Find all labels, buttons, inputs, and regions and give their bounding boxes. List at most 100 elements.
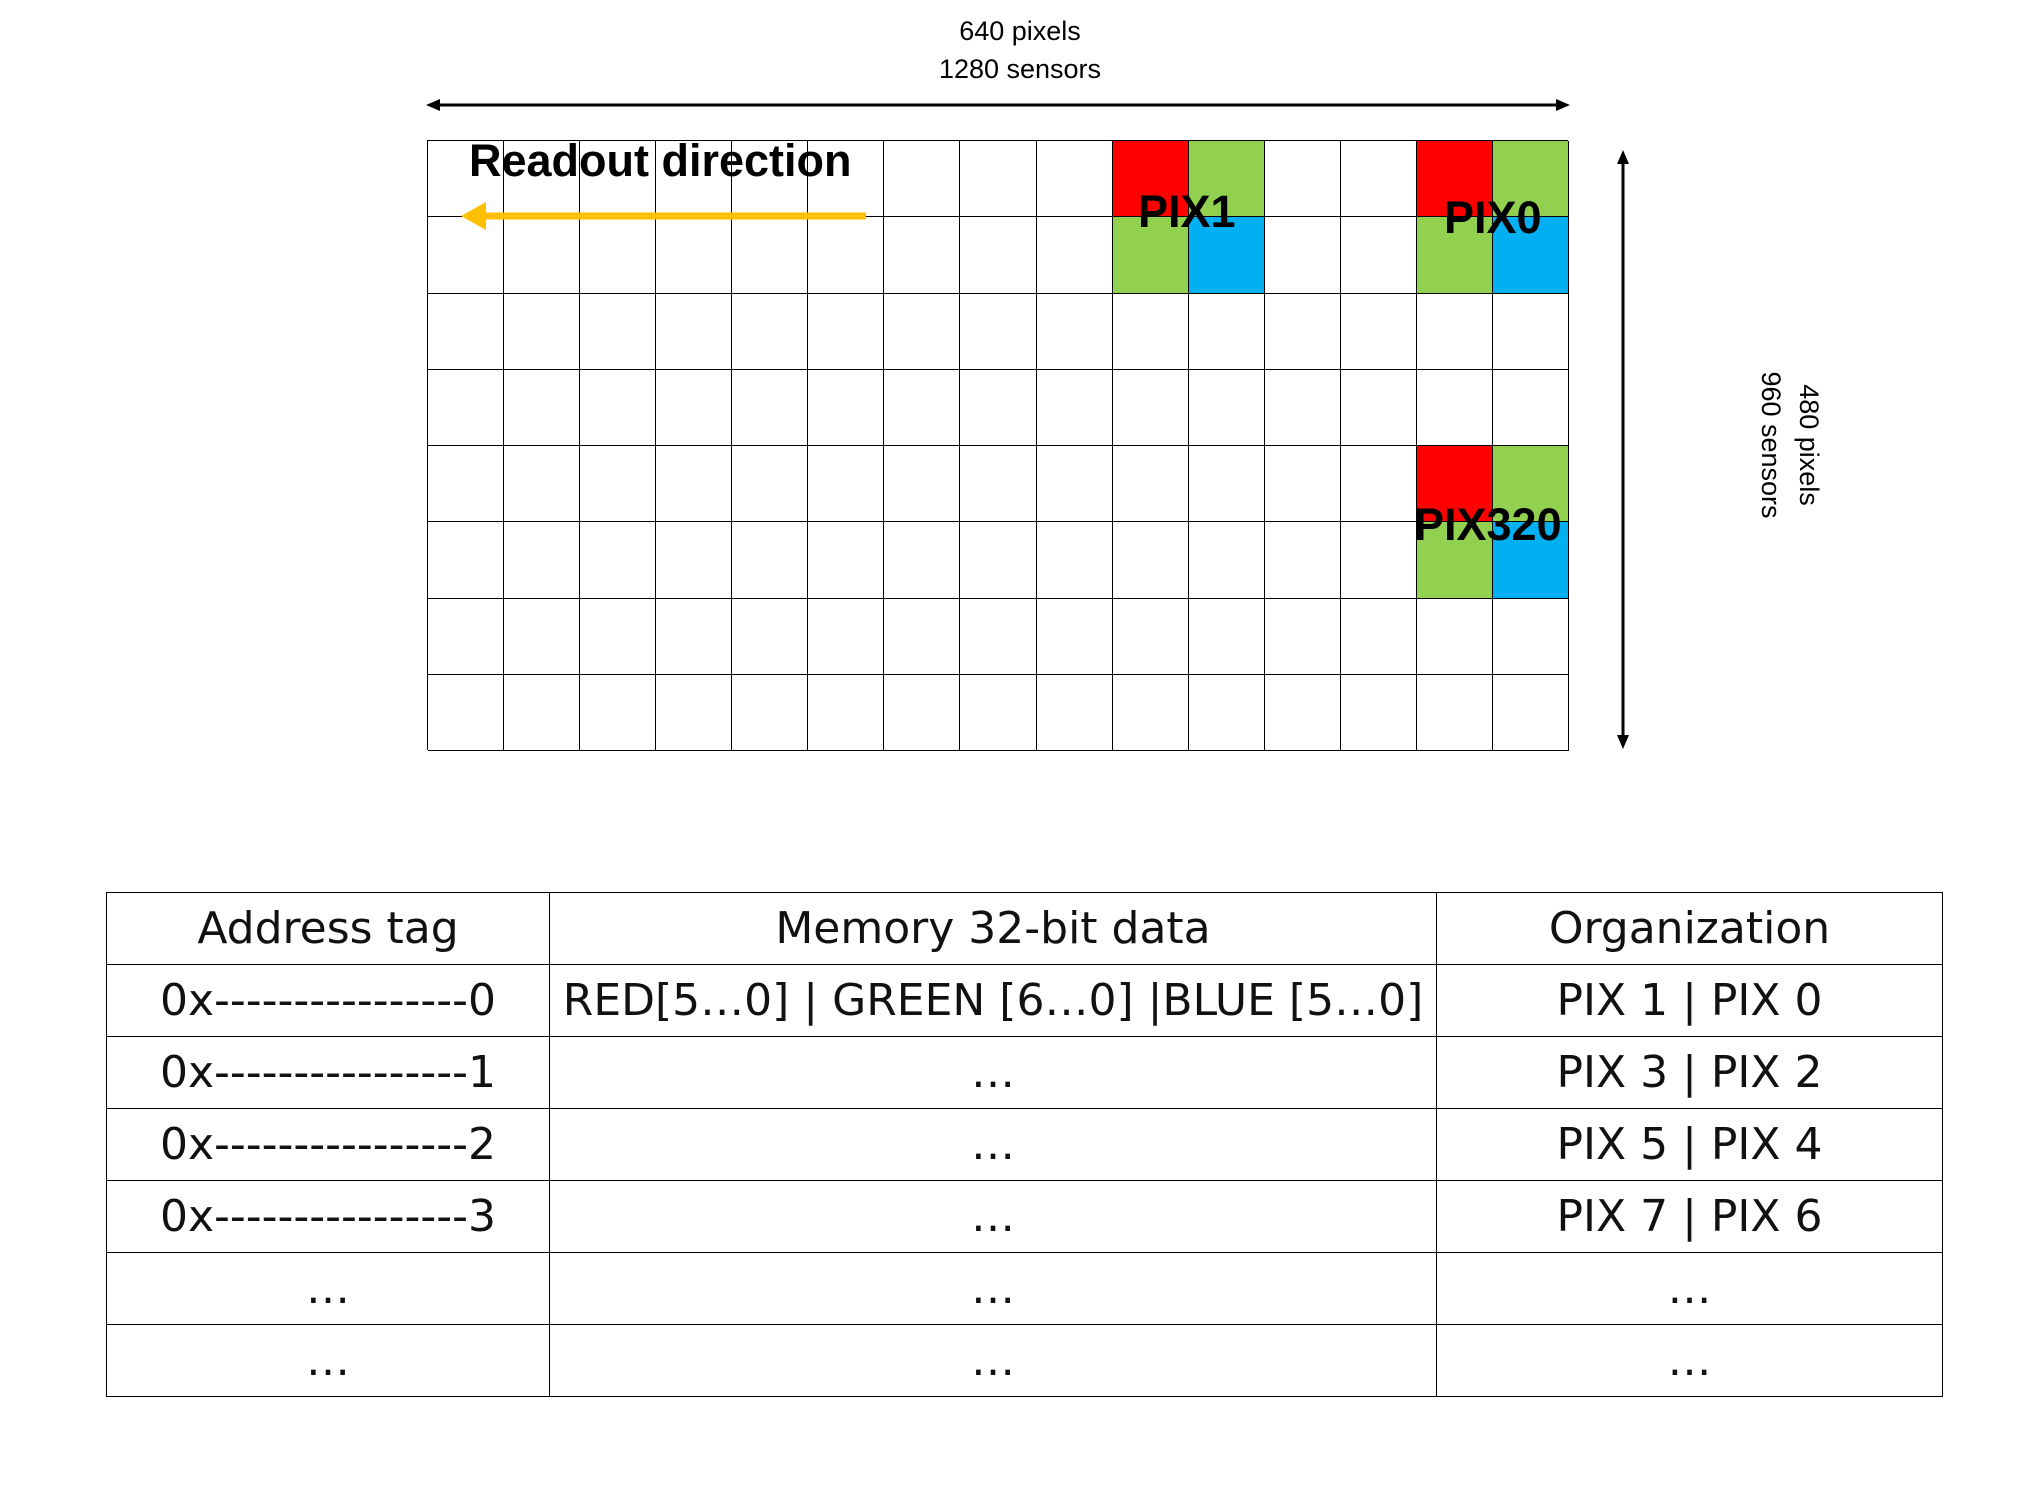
memory-data-cell: RED[5…0] | GREEN [6…0] |BLUE [5…0]: [549, 964, 1437, 1037]
sensor-cell: [1492, 598, 1569, 675]
sensor-cell: [1188, 522, 1265, 599]
address-cell: …: [106, 1252, 550, 1325]
organization-cell: …: [1436, 1324, 1943, 1397]
sensor-cell: [1188, 446, 1265, 523]
pix1-label: PIX1: [1138, 186, 1236, 237]
address-tag-header: Address tag: [106, 892, 550, 965]
sensor-cell: [580, 446, 657, 523]
sensor-cell: [1112, 293, 1189, 370]
sensor-cell-green: [1492, 141, 1569, 218]
sensor-cell-blue: [1492, 522, 1569, 599]
organization-cell: PIX 5 | PIX 4: [1436, 1108, 1943, 1181]
sensor-cell: [884, 598, 961, 675]
memory-data-cell: …: [549, 1324, 1437, 1397]
sensor-cell: [1340, 293, 1417, 370]
sensor-cell: [808, 446, 885, 523]
memory-data-cell: …: [549, 1108, 1437, 1181]
memory-organization-table: Address tag Memory 32-bit data Organizat…: [106, 892, 1943, 1397]
sensor-cell: [656, 598, 733, 675]
sensor-cell: [884, 141, 961, 218]
sensor-cell: [808, 598, 885, 675]
sensor-cell: [1036, 369, 1113, 446]
sensor-cell: [1036, 446, 1113, 523]
sensor-grid: [427, 140, 1569, 751]
sensor-cell: [504, 293, 581, 370]
memory-data-cell: …: [549, 1252, 1437, 1325]
sensor-cell: [960, 293, 1037, 370]
memory-data-cell: …: [549, 1180, 1437, 1253]
sensor-cell: [1340, 141, 1417, 218]
sensor-cell: [656, 522, 733, 599]
sensor-cell: [884, 446, 961, 523]
organization-cell: PIX 3 | PIX 2: [1436, 1036, 1943, 1109]
memory-data-cell: …: [549, 1036, 1437, 1109]
sensor-cell-green: [1112, 217, 1189, 294]
pix320-label: PIX320: [1414, 499, 1562, 550]
sensor-cell: [732, 293, 809, 370]
sensor-cell: [1264, 598, 1341, 675]
readout-direction-arrow: [461, 202, 866, 230]
sensor-cell: [1264, 293, 1341, 370]
sensor-cell-green: [1416, 217, 1493, 294]
sensor-cell: [884, 522, 961, 599]
address-cell: 0x----------------3: [106, 1180, 550, 1253]
sensor-cell: [732, 522, 809, 599]
sensor-cell-green: [1416, 522, 1493, 599]
sensor-cell: [428, 217, 505, 294]
sensor-cell: [656, 674, 733, 751]
sensor-cell: [1340, 674, 1417, 751]
sensor-cell: [580, 217, 657, 294]
sensor-cell: [656, 446, 733, 523]
sensor-cell: [1492, 369, 1569, 446]
sensor-cell: [808, 674, 885, 751]
sensor-cell: [1112, 446, 1189, 523]
sensor-cell: [884, 674, 961, 751]
width-sensors-label: 1280 sensors: [938, 54, 1102, 84]
address-cell: 0x----------------1: [106, 1036, 550, 1109]
sensor-cell-green: [1492, 446, 1569, 523]
sensor-cell: [1340, 217, 1417, 294]
sensor-cell-green: [1188, 141, 1265, 218]
sensor-cell: [428, 369, 505, 446]
sensor-cell: [1112, 522, 1189, 599]
sensor-cell: [808, 369, 885, 446]
sensor-cell: [428, 598, 505, 675]
sensor-cell: [428, 293, 505, 370]
sensor-cell: [732, 674, 809, 751]
sensor-cell: [1188, 598, 1265, 675]
sensor-cell: [656, 217, 733, 294]
address-cell: 0x----------------0: [106, 964, 550, 1037]
sensor-cell: [1416, 369, 1493, 446]
table-row: 0x----------------0 RED[5…0] | GREEN [6……: [106, 964, 1943, 1037]
sensor-cell-blue: [1188, 217, 1265, 294]
sensor-cell: [1112, 674, 1189, 751]
sensor-cell: [960, 217, 1037, 294]
sensor-cell: [580, 674, 657, 751]
sensor-cell: [504, 446, 581, 523]
sensor-cell: [1492, 293, 1569, 370]
sensor-cell: [1416, 293, 1493, 370]
sensor-cell: [1416, 674, 1493, 751]
sensor-cell: [1264, 522, 1341, 599]
table-row: 0x----------------1 … PIX 3 | PIX 2: [106, 1036, 1943, 1109]
sensor-cell: [1340, 522, 1417, 599]
sensor-cell: [960, 522, 1037, 599]
sensor-cell: [884, 217, 961, 294]
sensor-cell: [504, 674, 581, 751]
sensor-cell: [580, 522, 657, 599]
sensor-cell: [428, 522, 505, 599]
sensor-cell: [732, 446, 809, 523]
sensor-cell: [1112, 369, 1189, 446]
sensor-cell: [884, 293, 961, 370]
sensor-cell: [428, 674, 505, 751]
sensor-cell: [808, 522, 885, 599]
sensor-cell: [1492, 674, 1569, 751]
sensor-cell: [1188, 293, 1265, 370]
address-cell: …: [106, 1324, 550, 1397]
table-header-row: Address tag Memory 32-bit data Organizat…: [106, 892, 1943, 965]
sensor-cell: [656, 293, 733, 370]
table-row: … … …: [106, 1252, 1943, 1325]
sensor-cell: [1264, 141, 1341, 218]
organization-cell: PIX 1 | PIX 0: [1436, 964, 1943, 1037]
